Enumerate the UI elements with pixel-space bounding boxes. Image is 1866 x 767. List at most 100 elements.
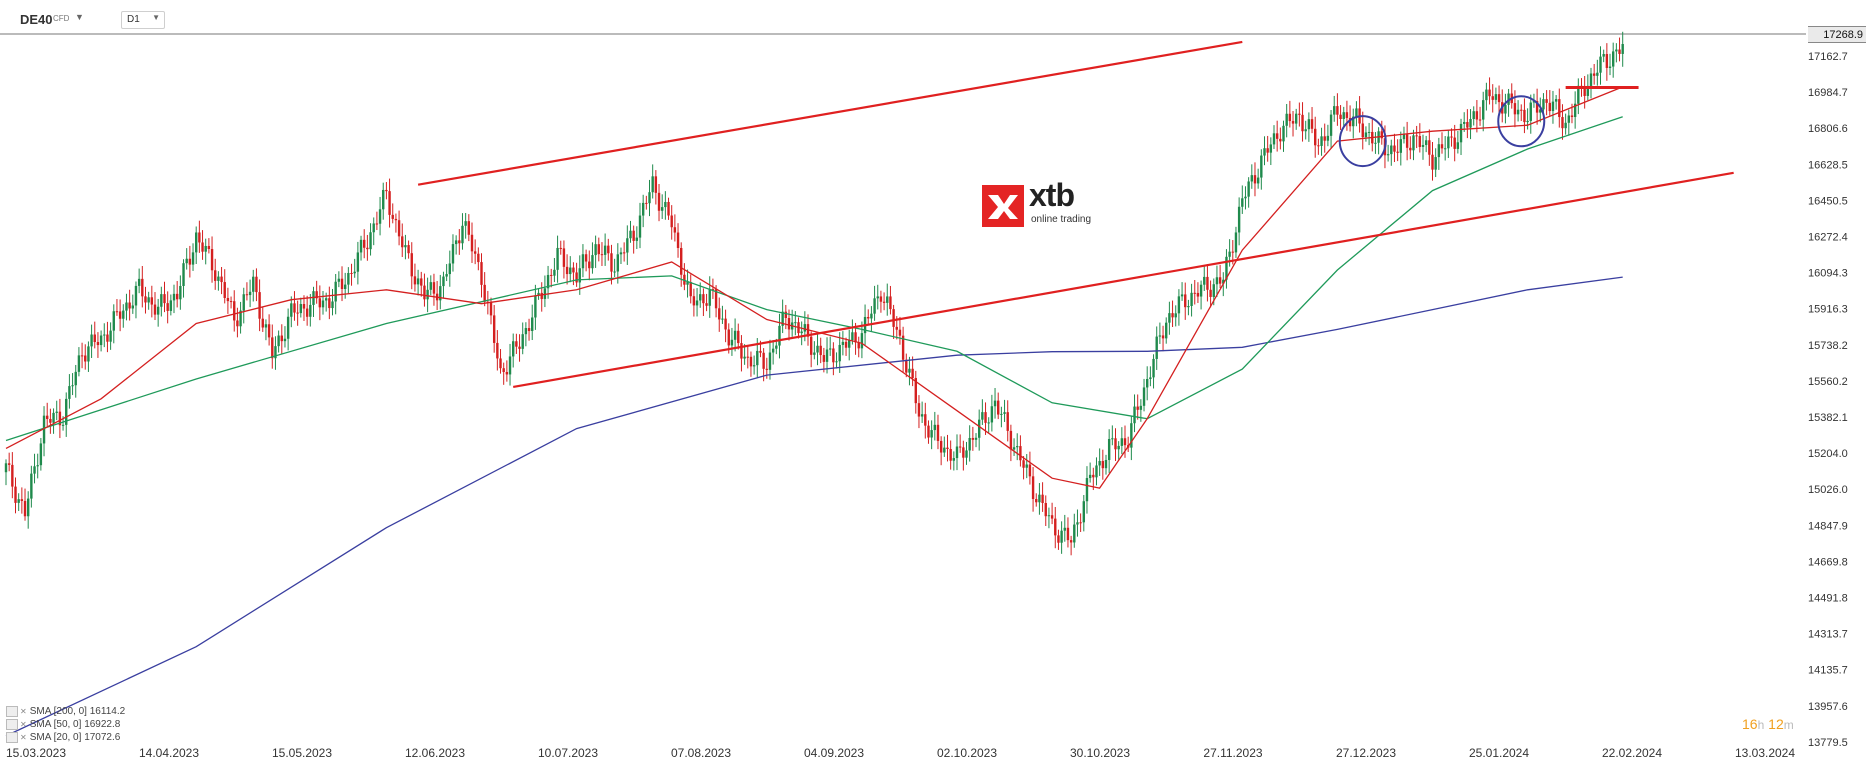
candle-body <box>911 368 914 379</box>
candle-body <box>692 296 696 306</box>
y-tick-label: 15026.0 <box>1808 484 1848 496</box>
candle-body <box>746 356 749 358</box>
legend-settings-icon[interactable] <box>6 732 18 743</box>
legend-sma-20[interactable]: ✕ SMA [20, 0] 17072.6 <box>6 732 120 743</box>
candle-body <box>1434 157 1437 170</box>
candle-body <box>1149 377 1152 380</box>
candle-body <box>1542 99 1545 110</box>
candle-body <box>1314 128 1317 146</box>
candle-body <box>762 352 765 369</box>
candle-body <box>1165 322 1168 339</box>
sma-line <box>5 276 1623 737</box>
candle-body <box>1459 123 1463 143</box>
candle-body <box>1041 494 1044 503</box>
candle-body <box>343 284 347 289</box>
candle-body <box>1117 445 1120 450</box>
circle-annotation[interactable] <box>1338 115 1387 168</box>
legend-remove-icon[interactable]: ✕ <box>20 720 27 730</box>
candle-body <box>1310 119 1314 129</box>
candle-body <box>363 239 366 248</box>
candle-body <box>248 291 252 296</box>
candle-body <box>1526 120 1529 123</box>
candle-body <box>936 424 940 441</box>
candle-body <box>1469 119 1472 128</box>
candle-body <box>816 345 819 353</box>
y-tick-label: 16984.7 <box>1808 87 1848 99</box>
countdown-minutes: 12 <box>1768 716 1784 732</box>
y-tick-label: 14491.8 <box>1808 593 1848 605</box>
candle-body <box>1060 530 1063 543</box>
candle-body <box>699 294 702 301</box>
legend-settings-icon[interactable] <box>6 719 18 730</box>
candle-body <box>1586 85 1590 96</box>
candle-body <box>1554 99 1558 102</box>
legend-remove-icon[interactable]: ✕ <box>20 733 27 743</box>
candle-body <box>305 308 309 317</box>
candle-body <box>857 342 860 349</box>
candle-body <box>252 276 255 292</box>
legend-remove-icon[interactable]: ✕ <box>20 707 27 717</box>
candle-body <box>1272 133 1276 145</box>
candle-body <box>622 252 626 254</box>
candle-body <box>870 313 873 319</box>
candle-body <box>1158 335 1162 337</box>
candle-body <box>1421 144 1425 147</box>
candle-body <box>1237 206 1241 233</box>
candle-body <box>1345 112 1349 118</box>
circle-annotation[interactable] <box>1497 95 1546 148</box>
candle-body <box>106 334 109 342</box>
symbol-dropdown-icon[interactable]: ▼ <box>75 12 84 22</box>
candle-body <box>527 328 531 332</box>
candle-body <box>1320 136 1323 146</box>
x-tick-label: 27.11.2023 <box>1203 746 1262 760</box>
timeframe-selector[interactable]: D1 ▼ <box>121 11 165 29</box>
candle-body <box>819 345 822 356</box>
candle-body <box>743 356 746 359</box>
candle-body <box>87 346 90 362</box>
candle-body <box>318 298 322 308</box>
candle-body <box>854 332 857 343</box>
candle-body <box>49 418 52 423</box>
candle-body <box>439 286 442 301</box>
candle-body <box>930 430 933 438</box>
candle-body <box>477 253 480 263</box>
candle-body <box>1035 499 1038 503</box>
candle-body <box>328 298 331 309</box>
candle-body <box>420 278 423 286</box>
x-tick-label: 12.06.2023 <box>405 746 465 760</box>
candle-body <box>572 267 575 273</box>
candle-body <box>20 499 24 501</box>
candle-body <box>473 251 477 254</box>
legend-sma-50[interactable]: ✕ SMA [50, 0] 16922.8 <box>6 719 120 730</box>
candle-body <box>290 303 293 317</box>
candle-body <box>210 249 214 271</box>
candle-body <box>337 278 341 282</box>
candle-body <box>1009 430 1013 450</box>
candle-body <box>1168 313 1171 323</box>
candle-body <box>1539 109 1542 113</box>
candle-body <box>1266 148 1269 153</box>
candle-body <box>109 330 112 342</box>
legend-settings-icon[interactable] <box>6 706 18 717</box>
candle-body <box>369 232 372 250</box>
candle-body <box>955 446 959 459</box>
symbol-selector[interactable]: DE40 <box>20 12 53 27</box>
candle-body <box>1193 292 1196 294</box>
candle-body <box>1577 85 1580 104</box>
trendline-annotation[interactable] <box>417 40 1243 186</box>
legend-label: SMA [20, 0] <box>29 732 82 744</box>
candle-body <box>36 465 39 467</box>
candle-body <box>1475 111 1479 120</box>
trendline-annotation[interactable] <box>513 171 1734 389</box>
candle-body <box>594 244 597 256</box>
candle-body <box>141 278 144 297</box>
candle-body <box>1317 145 1320 147</box>
candle-body <box>765 368 768 370</box>
candle-body <box>1212 284 1215 297</box>
y-tick-label: 14847.9 <box>1808 520 1848 532</box>
candle-body <box>90 334 93 347</box>
legend-sma-200[interactable]: ✕ SMA [200, 0] 16114.2 <box>6 706 125 717</box>
candle-body <box>1263 148 1266 156</box>
candle-body <box>860 333 864 349</box>
